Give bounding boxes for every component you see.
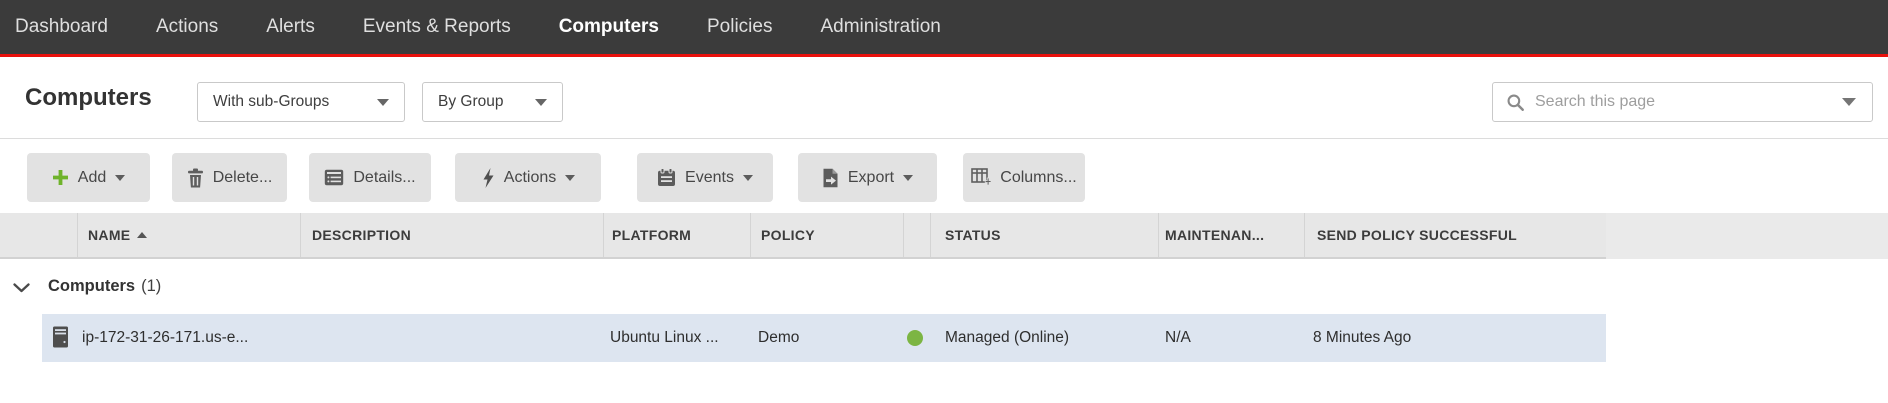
actions-button[interactable]: Actions <box>455 153 601 202</box>
export-icon <box>822 168 839 188</box>
columns-button[interactable]: Columns... <box>963 153 1085 202</box>
chevron-down-icon <box>377 98 389 106</box>
plus-icon <box>52 169 69 186</box>
chevron-down-icon <box>903 174 914 181</box>
column-header-policy[interactable]: POLICY <box>761 227 815 243</box>
view-mode-dropdown-value: By Group <box>438 93 504 110</box>
column-separator <box>1158 213 1159 257</box>
cell-policy: Demo <box>758 329 800 346</box>
search-options-chevron-icon[interactable] <box>1842 98 1856 106</box>
group-scope-dropdown-value: With sub-Groups <box>213 93 330 110</box>
details-button[interactable]: Details... <box>309 153 431 202</box>
column-separator <box>930 213 931 257</box>
view-mode-dropdown[interactable]: By Group <box>422 82 563 122</box>
table-header-row: NAME DESCRIPTION PLATFORM POLICY STATUS … <box>0 213 1606 259</box>
group-count: (1) <box>141 277 162 295</box>
page-title: Computers <box>25 84 152 111</box>
nav-item-events-reports[interactable]: Events & Reports <box>362 16 511 37</box>
lightning-icon <box>481 167 495 188</box>
nav-item-dashboard[interactable]: Dashboard <box>15 16 108 37</box>
columns-icon <box>971 168 992 187</box>
column-separator <box>300 213 301 257</box>
column-separator <box>1304 213 1305 257</box>
export-button[interactable]: Export <box>798 153 937 202</box>
accent-red-divider <box>0 54 1888 57</box>
nav-item-actions[interactable]: Actions <box>155 16 219 37</box>
group-scope-dropdown[interactable]: With sub-Groups <box>197 82 405 122</box>
computer-icon <box>52 326 69 349</box>
delete-button[interactable]: Delete... <box>172 153 287 202</box>
add-button[interactable]: Add <box>27 153 150 202</box>
column-header-send-policy[interactable]: SEND POLICY SUCCESSFUL <box>1317 227 1518 243</box>
nav-item-policies[interactable]: Policies <box>706 16 773 37</box>
column-header-platform[interactable]: PLATFORM <box>612 227 692 243</box>
cell-status: Managed (Online) <box>945 329 1070 346</box>
details-icon <box>324 169 344 186</box>
page-header: Computers With sub-Groups By Group <box>0 57 1888 139</box>
events-button[interactable]: Events <box>637 153 773 202</box>
top-navbar: Dashboard Actions Alerts Events & Report… <box>0 0 1888 54</box>
column-separator <box>750 213 751 257</box>
search-icon <box>1506 93 1525 112</box>
chevron-down-icon <box>535 98 547 106</box>
sort-ascending-icon <box>137 232 148 238</box>
column-separator <box>603 213 604 257</box>
trash-icon <box>187 168 204 188</box>
computers-group-row[interactable]: Computers (1) <box>0 259 1606 314</box>
table-header-filler <box>1606 213 1888 259</box>
nav-item-administration[interactable]: Administration <box>820 16 941 37</box>
status-online-dot <box>907 330 923 346</box>
chevron-down-icon <box>742 174 753 181</box>
column-separator <box>77 213 78 257</box>
chevron-down-icon <box>115 174 126 181</box>
cell-send-policy-successful: 8 Minutes Ago <box>1313 329 1412 346</box>
chevron-down-icon[interactable] <box>13 283 30 293</box>
nav-item-alerts[interactable]: Alerts <box>266 16 315 37</box>
column-header-maintenance[interactable]: MAINTENAN... <box>1165 227 1265 243</box>
search-input[interactable] <box>1535 93 1832 111</box>
calendar-icon <box>657 168 676 187</box>
nav-item-computers[interactable]: Computers <box>558 16 659 37</box>
computer-row[interactable]: ip-172-31-26-171.us-e... Ubuntu Linux ..… <box>42 314 1606 362</box>
cell-name: ip-172-31-26-171.us-e... <box>82 329 249 346</box>
search-box[interactable] <box>1492 82 1873 122</box>
column-separator <box>903 213 904 257</box>
column-header-name[interactable]: NAME <box>88 213 148 257</box>
chevron-down-icon <box>565 174 576 181</box>
column-header-status[interactable]: STATUS <box>945 227 1001 243</box>
column-header-description[interactable]: DESCRIPTION <box>312 227 411 243</box>
cell-platform: Ubuntu Linux ... <box>610 329 719 346</box>
group-label: Computers (1) <box>48 277 162 295</box>
cell-maintenance: N/A <box>1165 329 1191 346</box>
